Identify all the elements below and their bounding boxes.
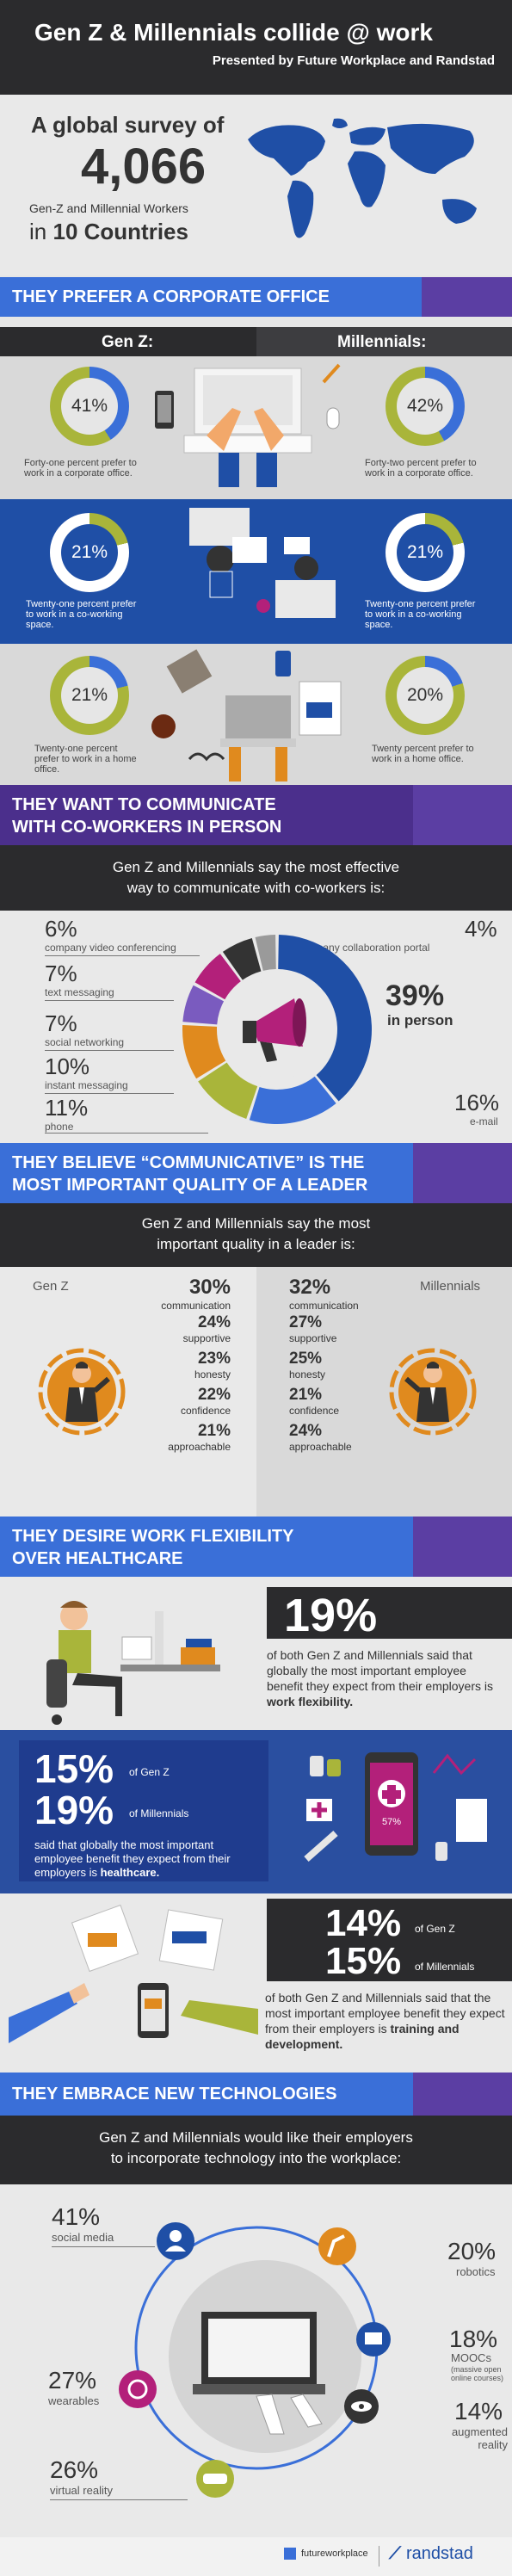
communicate-banner: THEY WANT TO COMMUNICATE WITH CO-WORKERS… — [0, 785, 512, 845]
millennials-text-2: Twenty-one percent prefer to work in a c… — [365, 599, 476, 630]
survey-line2: Gen-Z and Millennial Workers — [29, 201, 188, 215]
leader-banner: THEY BELIEVE “COMMUNICATIVE” IS THE MOST… — [0, 1143, 512, 1203]
moocs-icon — [356, 2322, 391, 2357]
office-banner: THEY PREFER A CORPORATE OFFICE — [0, 277, 512, 317]
page-subtitle: Presented by Future Workplace and Randst… — [212, 53, 495, 68]
flex-stat-3: 14% of Gen Z 15% of Millennials of both … — [0, 1893, 512, 2073]
flex-stat-2: 15% of Gen Z 19% of Millennials said tha… — [0, 1730, 512, 1893]
flex-stat1-text: of both Gen Z and Millennials said that … — [267, 1648, 494, 1708]
comm-segment-company-collaboration-portal — [255, 935, 276, 971]
randstad-logo: ⟋ randstad — [389, 2544, 473, 2563]
comm-segment-phone — [198, 1062, 258, 1120]
tech-intro: Gen Z and Millennials would like their e… — [0, 2116, 512, 2184]
millennials-leader-list: 32% communication 27% supportive 25% hon… — [289, 1276, 359, 1453]
header: Gen Z & Millennials collide @ work Prese… — [0, 0, 512, 95]
tech-ring — [119, 2222, 391, 2498]
futureworkplace-logo: futureworkplace — [284, 2548, 368, 2560]
footer: futureworkplace ⟋ randstad — [0, 2537, 512, 2576]
genz-donut-1: 41% — [50, 367, 129, 446]
virtual-reality-icon — [196, 2460, 234, 2498]
flex-stat2-text: said that globally the most important em… — [34, 1838, 231, 1879]
communicate-intro: Gen Z and Millennials say the most effec… — [0, 845, 512, 911]
leader-section: Gen Z Millennials 30% communication 24% … — [0, 1267, 512, 1517]
home-office-icon — [151, 649, 342, 781]
flex-stat3-pct-box: 14% of Gen Z 15% of Millennials — [267, 1899, 512, 1982]
health-phone-icon: 57% — [304, 1752, 487, 1862]
world-map-icon — [248, 118, 477, 238]
flex-stat3-text: of both Gen Z and Millennials said that … — [265, 1991, 505, 2051]
comm-segment-instant-messaging — [182, 1025, 226, 1079]
tech-banner: THEY EMBRACE NEW TECHNOLOGIES — [0, 2073, 512, 2116]
genz-donut-3: 21% — [50, 656, 129, 735]
genz-label: Gen Z: — [102, 333, 154, 351]
social-media-icon — [157, 2222, 194, 2260]
page-title: Gen Z & Millennials collide @ work — [34, 19, 433, 46]
comm-segment-social-networking — [182, 985, 225, 1025]
communication-donut — [182, 935, 372, 1124]
millennials-text-3: Twenty percent prefer to work in a home … — [372, 744, 474, 764]
genz-donut-2: 21% — [50, 513, 129, 592]
training-hands-icon — [9, 1904, 258, 2043]
millennials-donut-2: 21% — [386, 513, 465, 592]
coworking-table-icon — [189, 508, 336, 618]
survey-section: A global survey of 4,066 Gen-Z and Mille… — [0, 95, 512, 275]
office-row-1: 41% Forty-one percent prefer to work in … — [0, 356, 512, 499]
megaphone-icon — [243, 998, 306, 1062]
genz-text-3: Twenty-one percent prefer to work in a h… — [34, 744, 137, 775]
comm-segment-text-messaging — [194, 954, 241, 1000]
office-row-2: 21% Twenty-one percent prefer to work in… — [0, 499, 512, 644]
millennials-donut-1: 42% — [386, 367, 465, 446]
communicate-chart: 6% company video conferencing 7% text me… — [0, 911, 512, 1143]
millennials-leader-icon — [389, 1348, 477, 1436]
comm-segment-e-mail — [249, 1076, 336, 1124]
robotics-icon — [318, 2227, 356, 2265]
genz-text-1: Forty-one percent prefer to work in a co… — [24, 458, 137, 479]
millennials-text-1: Forty-two percent prefer to work in a co… — [365, 458, 477, 479]
office-row-3: 21% Twenty-one percent prefer to work in… — [0, 644, 512, 785]
wearables-icon — [119, 2370, 157, 2408]
millennials-donut-3: 20% — [386, 656, 465, 735]
desk-worker-icon — [46, 1601, 220, 1725]
genz-leader-icon — [38, 1348, 126, 1436]
leader-intro: Gen Z and Millennials say the most impor… — [0, 1203, 512, 1267]
desk-computer-icon — [155, 363, 341, 487]
survey-line3: in 10 Countries — [29, 219, 188, 244]
comm-segment-in-person — [278, 935, 372, 1102]
tech-section: 41% social media 27% wearables 26% virtu… — [0, 2184, 512, 2537]
phone-pct: 57% — [382, 1817, 401, 1827]
flex-banner: THEY DESIRE WORK FLEXIBILITY OVER HEALTH… — [0, 1517, 512, 1577]
survey-number: 4,066 — [81, 139, 207, 195]
comm-segment-company-video-conferencing — [222, 937, 262, 980]
augmented-reality-icon — [344, 2389, 379, 2424]
flex-stat-1: 19% of both Gen Z and Millennials said t… — [0, 1577, 512, 1730]
genz-leader-list: 30% communication 24% supportive 23% hon… — [161, 1276, 231, 1453]
office-labels: Gen Z: Millennials: — [0, 327, 512, 356]
millennials-label: Millennials: — [337, 333, 427, 351]
flex-stat2-box — [19, 1740, 268, 1881]
survey-line1: A global survey of — [31, 112, 225, 138]
flex-stat1-pct-box: 19% — [267, 1587, 512, 1641]
genz-text-2: Twenty-one percent prefer to work in a c… — [26, 599, 137, 630]
